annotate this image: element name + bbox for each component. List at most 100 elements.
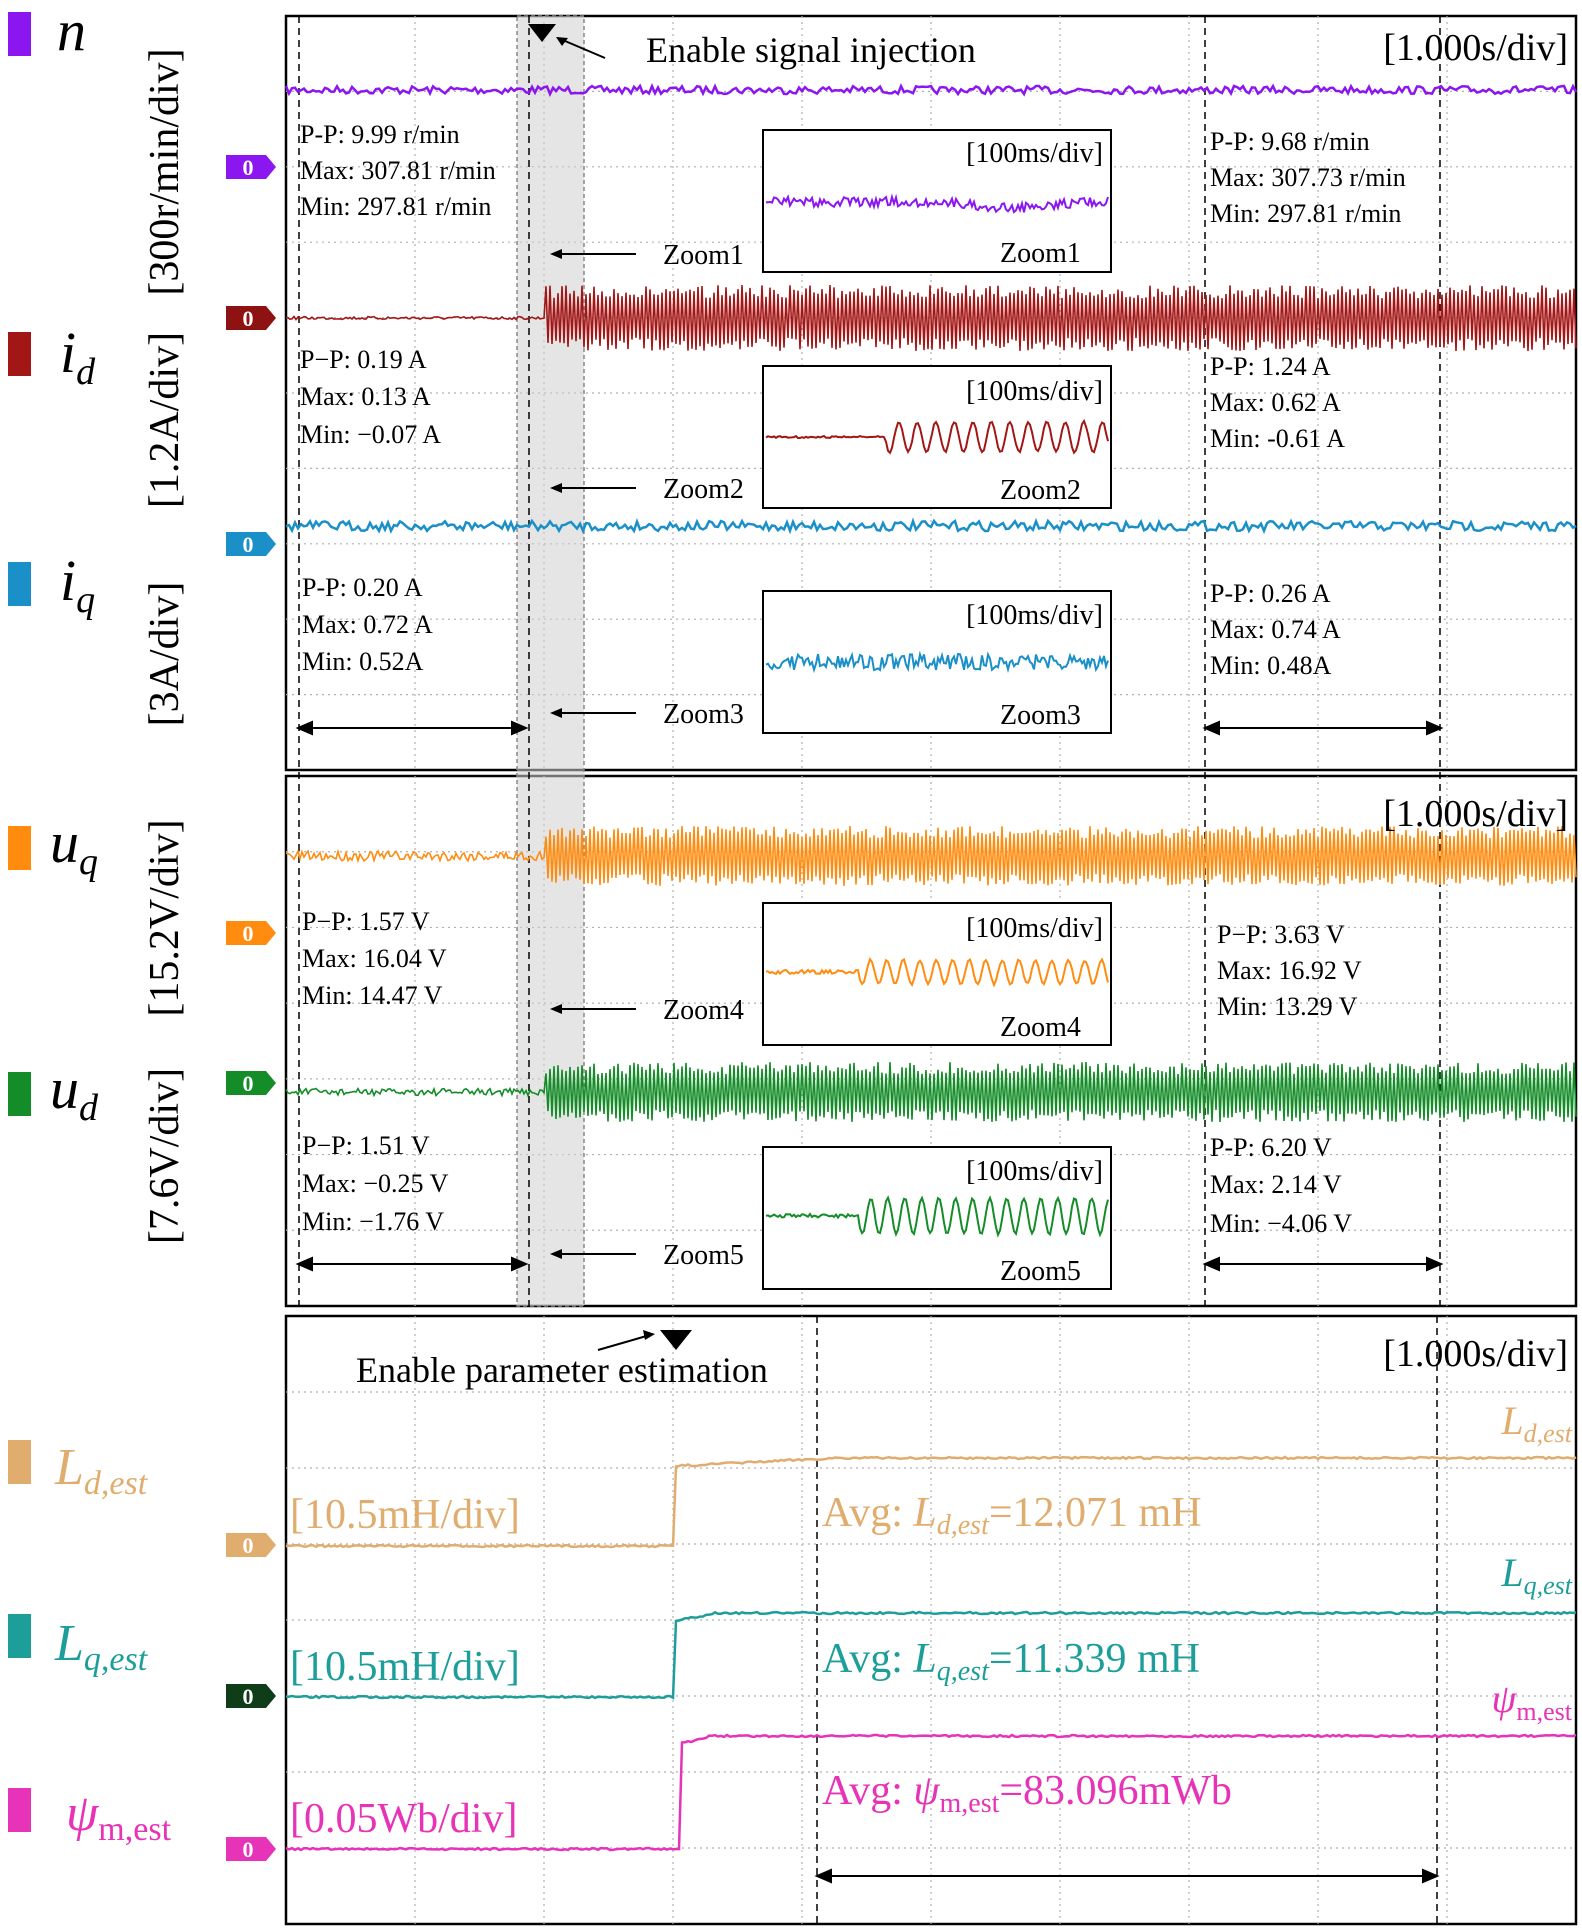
channel-symbol: Ld,est — [54, 1439, 149, 1502]
stat-line: Max: −0.25 V — [302, 1169, 449, 1198]
channel-symbol: n — [57, 0, 86, 63]
stat-line: Min: 13.29 V — [1217, 992, 1358, 1021]
zoom2-trace — [765, 418, 1109, 455]
channel-symbol: iq — [60, 548, 95, 621]
zoom4-trace — [766, 957, 1109, 988]
zoom-timebase: [100ms/div] — [966, 600, 1103, 631]
stats-uq-after: P−P: 3.63 V Max: 16.92 V Min: 13.29 V — [1217, 920, 1362, 1021]
zoom5-label: Zoom5 — [1000, 1256, 1081, 1287]
stat-line: Max: 0.74 A — [1210, 615, 1341, 644]
symbol-main: ψ — [1492, 1676, 1518, 1721]
trace-ud — [285, 1061, 1577, 1123]
stat-line: Min: 0.48A — [1210, 651, 1332, 680]
zoom1-pointer-label: Zoom1 — [663, 240, 744, 271]
avg-prefix: Avg: — [822, 1636, 913, 1682]
zoom5-inset: [100ms/div] Zoom5 — [762, 1146, 1112, 1290]
channel-symbol: ψm,est — [66, 1785, 172, 1848]
stat-line: Min: 14.47 V — [302, 981, 443, 1010]
trace-id — [285, 284, 1577, 352]
zoom2-label: Zoom2 — [1000, 475, 1081, 506]
zero-marker-lq: 0 — [243, 1684, 254, 1709]
zoom2-pointer-label: Zoom2 — [663, 474, 744, 505]
stats-n-after: P-P: 9.68 r/min Max: 307.73 r/min Min: 2… — [1210, 127, 1406, 228]
stat-line: Min: 0.52A — [302, 647, 424, 676]
stat-line: P-P: 9.99 r/min — [300, 120, 460, 149]
stat-line: Max: 2.14 V — [1210, 1170, 1342, 1199]
trace-ld — [285, 1455, 1577, 1549]
zero-marker-psi: 0 — [243, 1837, 254, 1862]
zoom4-label: Zoom4 — [1000, 1012, 1081, 1043]
symbol-main: L — [54, 1439, 84, 1496]
scale-label-uq: [15.2V/div] — [142, 819, 188, 1016]
stat-line: Max: 0.13 A — [300, 382, 431, 411]
avg-prefix: Avg: — [822, 1768, 913, 1814]
avg-psi: Avg: ψm,est=83.096mWb — [822, 1768, 1232, 1819]
injection-arrow — [557, 37, 606, 59]
scale-label-psi: [0.05Wb/div] — [290, 1796, 517, 1842]
legend-uq: uq — [8, 810, 98, 883]
legend-ud: ud — [8, 1056, 99, 1129]
symbol-sub: q — [79, 841, 98, 883]
timebase-label-3: [1.000s/div] — [1383, 1333, 1568, 1375]
legend-ld: Ld,est — [8, 1439, 149, 1502]
injection-band — [516, 15, 585, 1307]
stat-line: Min: 297.81 r/min — [1210, 199, 1401, 228]
zero-markers: 0 0 0 0 0 0 0 0 — [226, 155, 276, 1862]
stats-uq-before: P−P: 1.57 V Max: 16.04 V Min: 14.47 V — [302, 907, 447, 1010]
symbol-sub: q,est — [84, 1641, 149, 1678]
legend-psi: ψm,est — [8, 1785, 172, 1848]
symbol-sub: d,est — [84, 1465, 149, 1502]
symbol-sub: q — [76, 579, 95, 621]
stat-line: P-P: 0.26 A — [1210, 579, 1331, 608]
zoom3-label: Zoom3 — [1000, 700, 1081, 731]
scale-label-iq: [3A/div] — [142, 582, 188, 727]
stat-line: Max: 16.92 V — [1217, 956, 1362, 985]
estimation-arrow — [597, 1334, 651, 1351]
stats-ud-before: P−P: 1.51 V Max: −0.25 V Min: −1.76 V — [302, 1131, 449, 1236]
legend-n: n — [8, 0, 86, 63]
channel-symbol: ud — [50, 1056, 99, 1129]
channel-symbol: id — [60, 320, 96, 393]
traces — [284, 82, 1578, 1852]
measurement-arrows — [295, 720, 1444, 1884]
avg-lq: Avg: Lq,est=11.339 mH — [822, 1636, 1200, 1687]
arrow-head-icon — [643, 1330, 655, 1340]
stat-line: Max: 0.62 A — [1210, 388, 1341, 417]
channel-symbol: Lq,est — [54, 1615, 149, 1678]
zero-marker-n: 0 — [243, 155, 254, 180]
scale-label-ld: [10.5mH/div] — [290, 1492, 520, 1538]
stats-n-before: P-P: 9.99 r/min Max: 307.81 r/min Min: 2… — [300, 120, 496, 221]
stat-line: P−P: 1.51 V — [302, 1131, 430, 1160]
zoom2-inset: [100ms/div] Zoom2 — [762, 365, 1112, 509]
symbol-sub: d — [76, 351, 96, 393]
stat-line: Max: 0.72 A — [302, 610, 433, 639]
stat-line: P−P: 1.57 V — [302, 907, 430, 936]
zero-marker-ld: 0 — [243, 1533, 254, 1558]
stats-ud-after: P-P: 6.20 V Max: 2.14 V Min: −4.06 V — [1210, 1133, 1352, 1238]
zoom3-trace — [765, 650, 1109, 674]
zoom-timebase: [100ms/div] — [966, 138, 1103, 169]
injection-annotation: Enable signal injection — [646, 30, 976, 70]
zoom1-inset: [100ms/div] Zoom1 — [762, 129, 1112, 273]
trace-psi — [285, 1733, 1577, 1852]
scale-label-id: [1.2A/div] — [142, 332, 188, 508]
avg-prefix: Avg: — [822, 1490, 913, 1536]
symbol-sub: d — [79, 1087, 99, 1129]
trace-iq — [285, 517, 1577, 535]
avg-sub: d,est — [937, 1510, 990, 1541]
legend-swatch — [8, 1788, 31, 1832]
trace-label-ld: Ld,est — [1500, 1398, 1572, 1448]
stats-id-after: P-P: 1.24 A Max: 0.62 A Min: -0.61 A — [1210, 352, 1345, 453]
legend-iq: iq — [8, 548, 95, 621]
stat-line: Max: 16.04 V — [302, 944, 447, 973]
estimation-marker-icon — [660, 1330, 692, 1350]
trace-n — [284, 82, 1578, 98]
stats-iq-before: P-P: 0.20 A Max: 0.72 A Min: 0.52A — [302, 573, 433, 676]
stat-line: P-P: 1.24 A — [1210, 352, 1331, 381]
symbol-sub: d,est — [1524, 1419, 1573, 1448]
legend-swatch — [8, 1614, 31, 1658]
trace-label-lq: Lq,est — [1500, 1550, 1572, 1600]
symbol-sub: q,est — [1524, 1571, 1573, 1600]
zoom1-label: Zoom1 — [1000, 238, 1081, 269]
